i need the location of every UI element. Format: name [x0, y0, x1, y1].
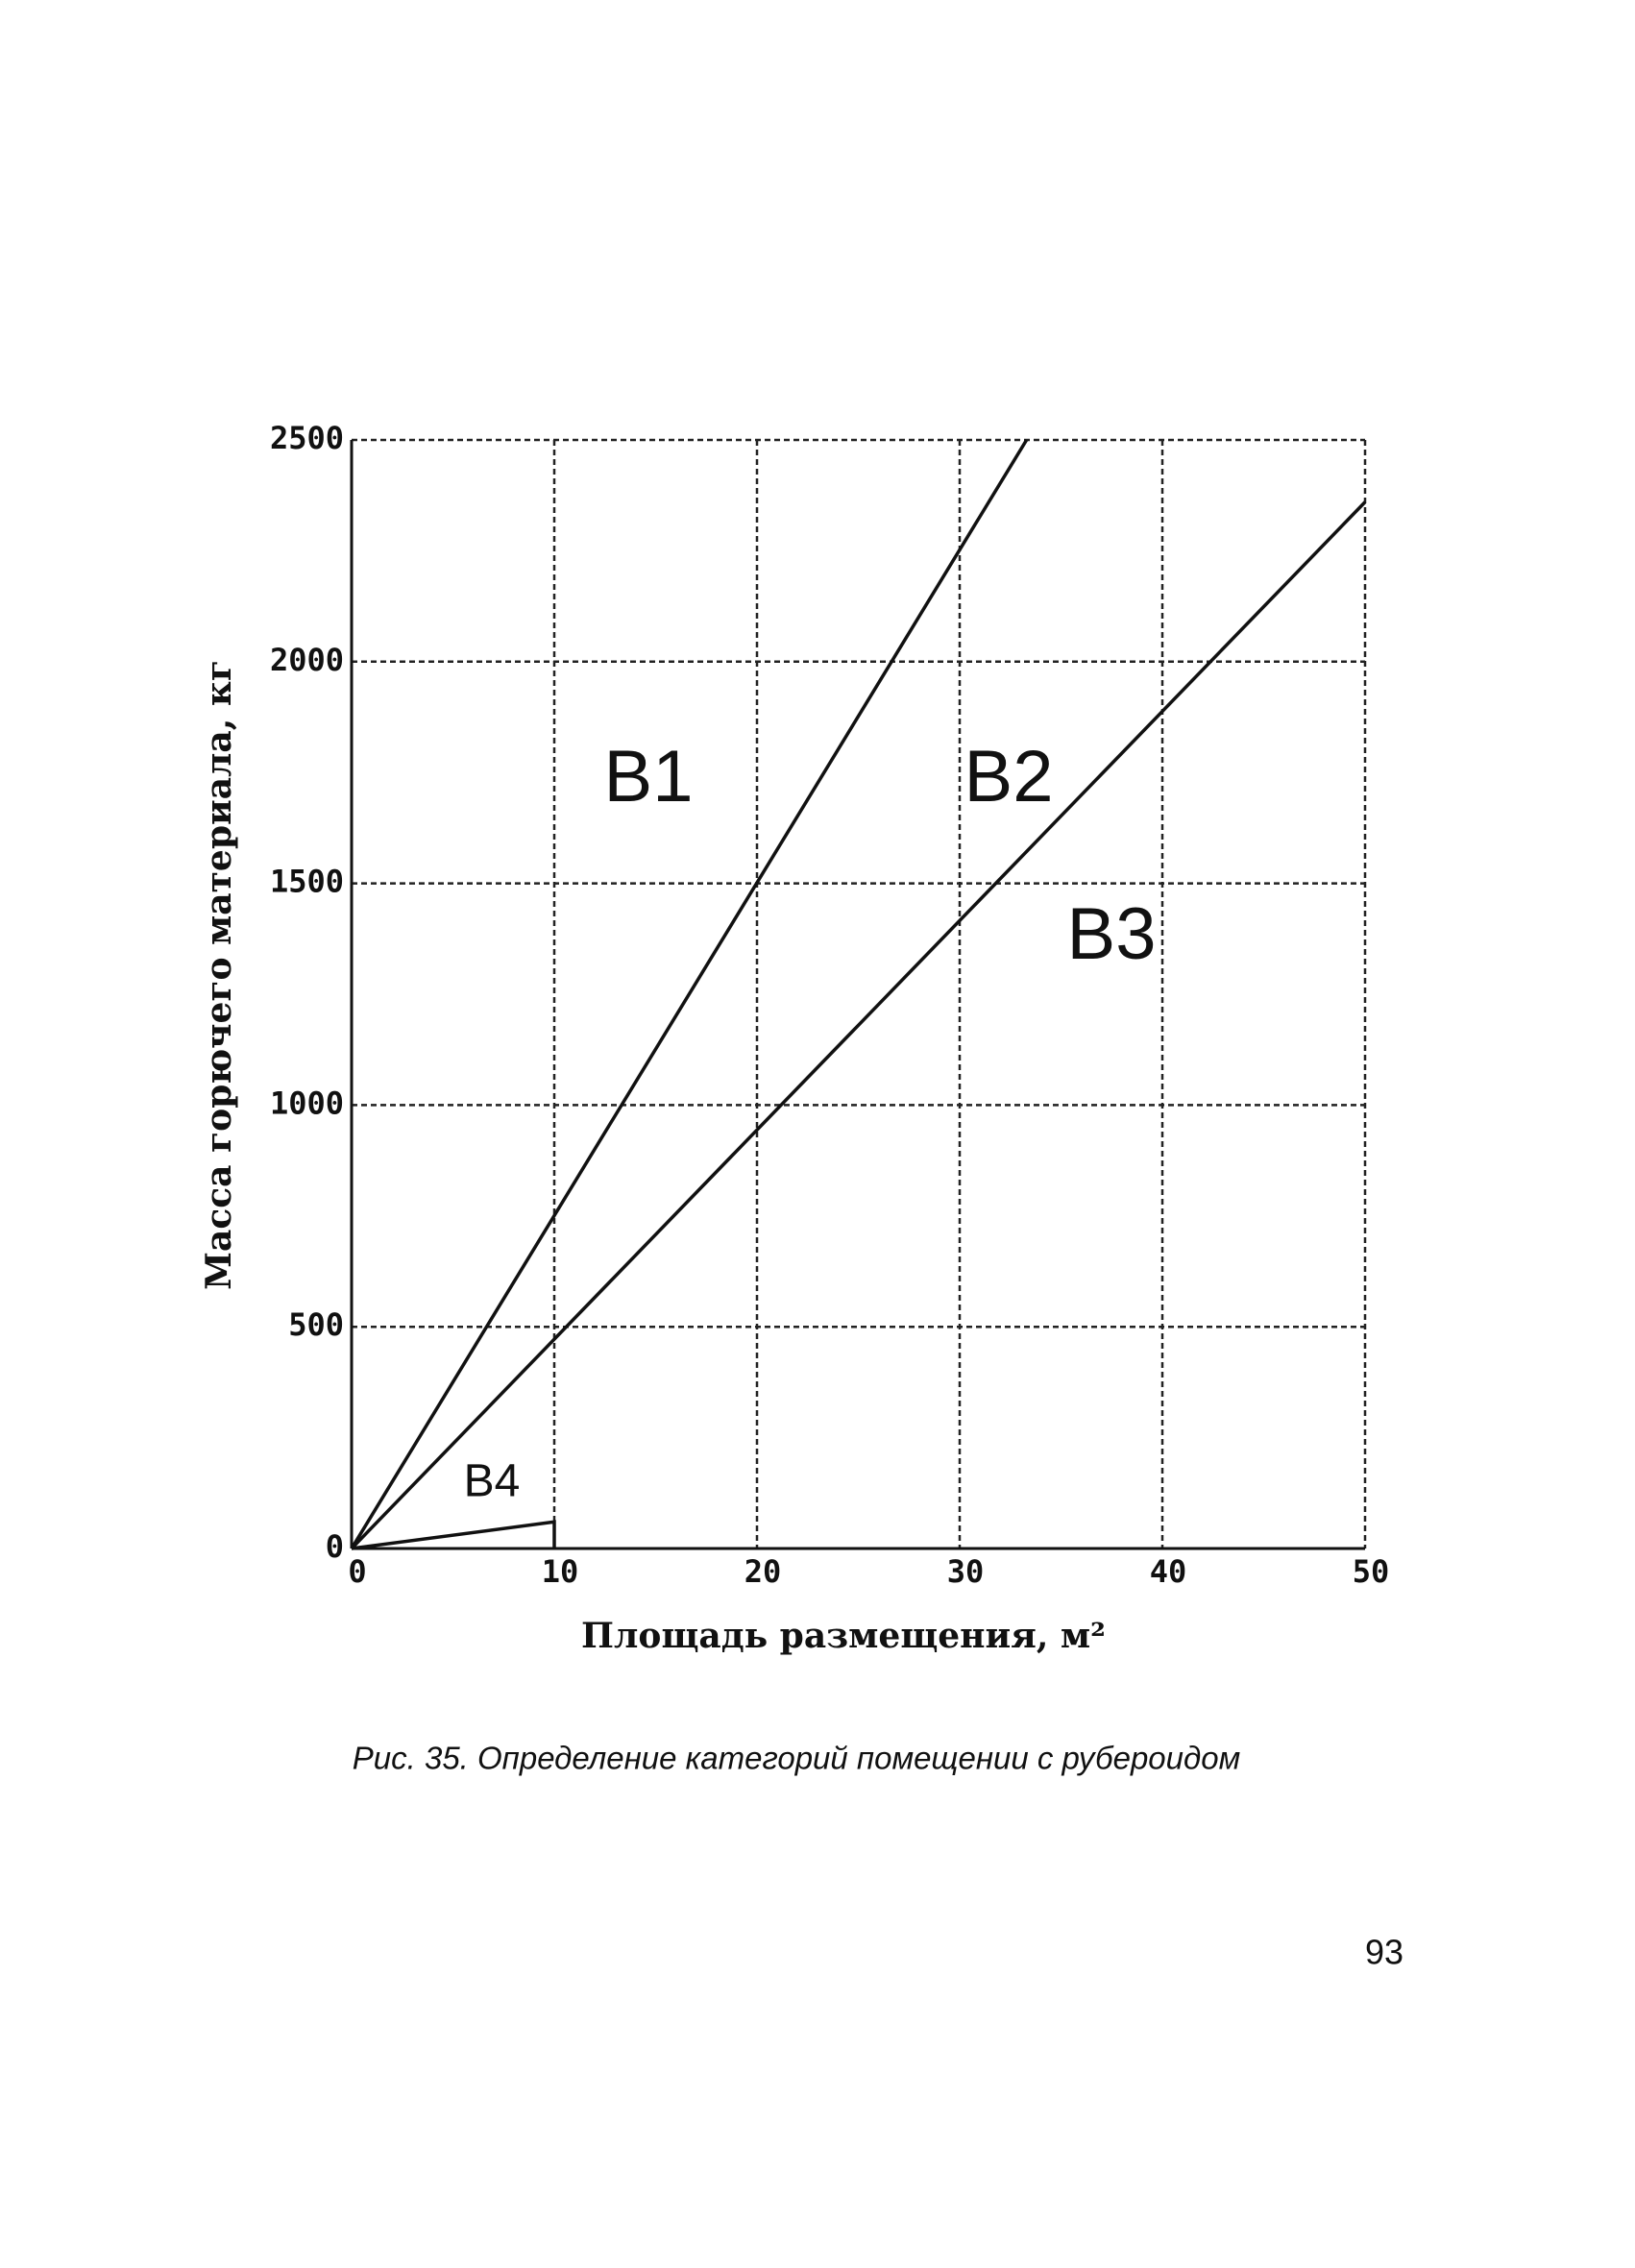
region-label: B2	[964, 736, 1054, 817]
page-number: 93	[1365, 1933, 1403, 1972]
region-label: B4	[464, 1456, 521, 1507]
region-label: B1	[604, 736, 694, 817]
y-axis-label: Масса горючего материала, кг	[199, 660, 239, 1290]
y-tick-label: 2500	[270, 420, 344, 456]
data-line	[350, 439, 1029, 1549]
x-tick-label: 50	[1353, 1553, 1390, 1590]
caption: Рис. 35. Определение категорий помещении…	[353, 1741, 1240, 1776]
x-tick-label: 30	[947, 1553, 985, 1590]
y-tick-label: 0	[326, 1528, 344, 1565]
y-tick-label: 1000	[270, 1085, 344, 1121]
y-tick-label: 500	[288, 1306, 344, 1343]
y-tick-label: 1500	[270, 864, 344, 900]
data-line	[350, 500, 1367, 1550]
x-axis-label: Площадь размещения, м²	[581, 1616, 1106, 1656]
x-tick-label: 0	[348, 1553, 366, 1590]
y-tick-label: 2000	[270, 642, 344, 678]
x-tick-label: 40	[1150, 1553, 1187, 1590]
region-label: B3	[1067, 893, 1157, 975]
x-tick-label: 20	[744, 1553, 782, 1590]
data-line	[351, 1520, 556, 1550]
x-tick-label: 10	[542, 1553, 579, 1590]
